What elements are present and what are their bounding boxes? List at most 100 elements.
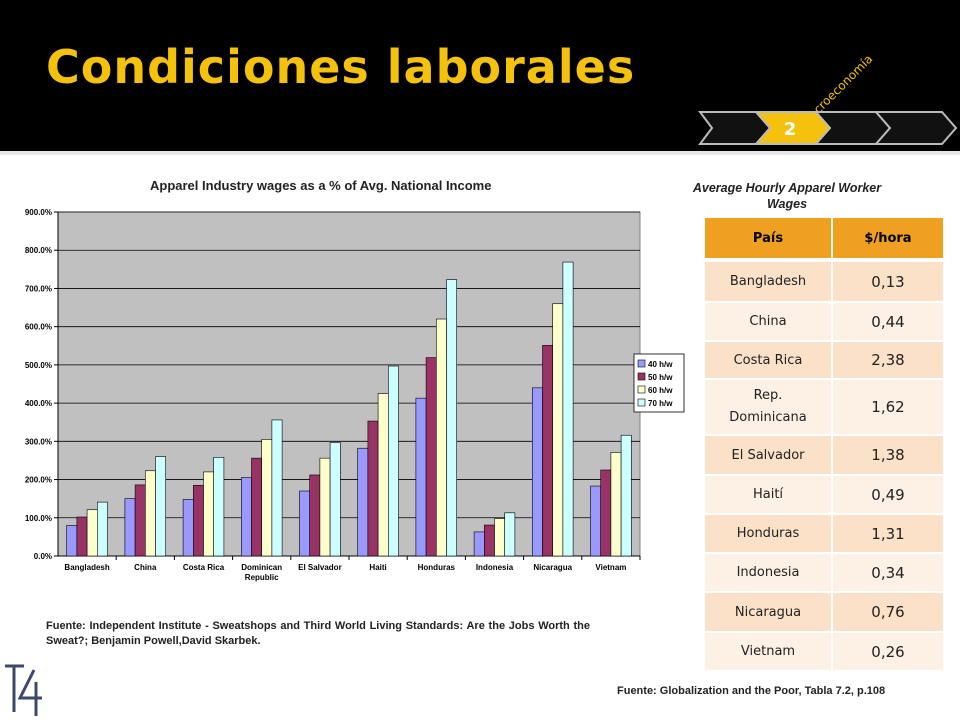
legend-label: 60 h/w — [648, 386, 673, 395]
y-tick-label: 700.0% — [25, 284, 52, 293]
bar-5-4 — [329, 442, 341, 557]
bar-8-1 — [473, 531, 485, 557]
slide-title: Condiciones laborales — [46, 40, 636, 94]
nav-arrow-4[interactable] — [873, 111, 958, 145]
x-tick-label: Dominican Republic — [241, 563, 282, 582]
bar-9-3 — [552, 303, 564, 557]
table-cell-wage: 0,76 — [833, 591, 943, 631]
bar-10-2 — [600, 469, 612, 557]
bar-9-2 — [542, 345, 553, 557]
y-tick-label: 800.0% — [25, 246, 52, 255]
x-tick-label: China — [134, 563, 157, 572]
table-row: Vietnam 0,26 — [705, 631, 943, 670]
t4-logo — [5, 664, 42, 716]
table-cell-country: Vietnam — [705, 631, 833, 670]
table-cell-country: Rep. Dominicana — [705, 378, 833, 434]
table-cell-wage: 0,34 — [833, 552, 943, 591]
table-source: Fuente: Globalization and the Poor, Tabl… — [617, 685, 886, 697]
x-tick-label: El Salvador — [298, 563, 342, 572]
bar-7-2 — [425, 357, 437, 557]
bar-1-4 — [97, 501, 108, 557]
bar-1-2 — [76, 516, 88, 557]
table-row: Honduras 1,31 — [705, 513, 943, 552]
y-tick-label: 600.0% — [25, 323, 52, 332]
slide-header: Condiciones laborales Macroeconomía 2 — [0, 0, 960, 151]
table-row: Bangladesh 0,13 — [705, 260, 943, 301]
y-tick-label: 200.0% — [25, 476, 52, 485]
bar-2-3 — [145, 470, 156, 557]
table-cell-country: Indonesia — [705, 552, 833, 591]
bar-3-1 — [182, 499, 194, 557]
bar-chart: 0.0% 100.0% 200.0% 300.0% 400.0% 500.0% 600.0%… — [25, 208, 685, 582]
table-header-country: País — [705, 218, 833, 260]
bar-2-1 — [124, 498, 136, 557]
bar-4-4 — [271, 419, 283, 557]
bar-4-3 — [261, 439, 273, 557]
chart-title: Apparel Industry wages as a % of Avg. Na… — [150, 178, 492, 193]
bar-2-2 — [134, 484, 146, 557]
table-header-row: País $/hora — [705, 218, 943, 260]
table-row: Costa Rica 2,38 — [705, 340, 943, 378]
legend-label: 70 h/w — [648, 399, 673, 408]
table-title: Average Hourly Apparel Worker Wages — [692, 181, 882, 211]
header-divider — [0, 151, 960, 155]
table-header-wage: $/hora — [833, 218, 943, 260]
legend-swatch — [637, 359, 646, 368]
table-body: Bangladesh 0,13 China 0,44 Costa Rica 2,38 Rep… — [705, 260, 943, 670]
bar-7-1 — [415, 397, 427, 557]
table-cell-wage: 0,13 — [833, 260, 943, 301]
nav-step-label: 2 — [784, 119, 797, 140]
bar-6-2 — [367, 420, 379, 557]
table-row: Indonesia 0,34 — [705, 552, 943, 591]
bar-5-3 — [319, 457, 331, 557]
bar-9-4 — [562, 261, 574, 557]
table-cell-wage: 2,38 — [833, 340, 943, 378]
table-row: Haití 0,49 — [705, 474, 943, 513]
bar-1-3 — [86, 509, 98, 557]
bar-1-1 — [66, 525, 78, 557]
legend-swatch — [637, 385, 646, 394]
bar-8-2 — [483, 524, 495, 557]
bar-6-3 — [377, 393, 389, 557]
bar-3-2 — [193, 484, 204, 557]
bar-7-4 — [446, 279, 457, 557]
table-row: China 0,44 — [705, 301, 943, 340]
bar-8-3 — [494, 518, 505, 557]
bar-2-4 — [155, 456, 166, 557]
table-cell-country: China — [705, 301, 833, 340]
wage-table: País $/hora Bangladesh 0,13 China 0,44 Costa… — [705, 218, 943, 670]
x-tick-label: Honduras — [418, 563, 456, 572]
table-cell-country: Haití — [705, 474, 833, 513]
legend-swatch — [637, 372, 646, 381]
x-tick-label: Bangladesh — [64, 563, 109, 572]
x-tick-label: Haiti — [369, 563, 386, 572]
y-tick-label: 500.0% — [25, 361, 52, 370]
table-cell-wage: 1,62 — [833, 378, 943, 434]
table-cell-country: Costa Rica — [705, 340, 833, 378]
x-tick-label: Vietnam — [595, 563, 626, 572]
bar-3-3 — [203, 471, 214, 557]
table-cell-wage: 1,31 — [833, 513, 943, 552]
bar-8-4 — [504, 512, 516, 557]
x-tick-label: Indonesia — [476, 563, 514, 572]
bar-10-4 — [620, 434, 632, 557]
legend-label: 50 h/w — [648, 373, 673, 382]
legend-label: 40 h/w — [648, 360, 673, 369]
slide-nav-arrows: 2 — [698, 111, 958, 145]
bar-10-1 — [590, 485, 601, 557]
bar-4-1 — [241, 477, 252, 557]
x-tick-label: Costa Rica — [183, 563, 225, 572]
table-cell-wage: 1,38 — [833, 434, 943, 474]
table-row: Rep. Dominicana 1,62 — [705, 378, 943, 434]
table-cell-country: Bangladesh — [705, 260, 833, 301]
table-cell-wage: 0,49 — [833, 474, 943, 513]
y-tick-label: 900.0% — [25, 208, 52, 217]
y-tick-label: 400.0% — [25, 399, 52, 408]
bar-4-2 — [251, 457, 262, 557]
table-cell-wage: 0,44 — [833, 301, 943, 340]
chart-source: Fuente: Independent Institute - Sweatsho… — [46, 620, 590, 647]
table-row: Nicaragua 0,76 — [705, 591, 943, 631]
bar-10-3 — [610, 452, 622, 557]
table-cell-country: Nicaragua — [705, 591, 833, 631]
bar-5-1 — [299, 490, 310, 557]
